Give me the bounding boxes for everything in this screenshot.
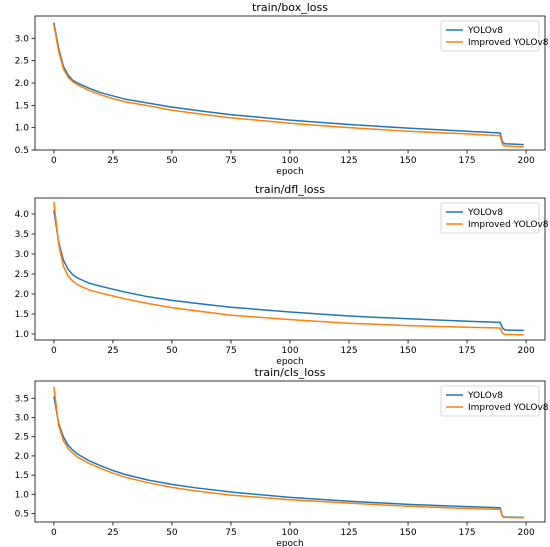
chart-title: train/cls_loss	[255, 366, 326, 379]
x-tick-label: 125	[340, 346, 357, 356]
y-tick-label: 2.0	[15, 452, 30, 462]
y-tick-label: 1.0	[15, 330, 30, 340]
x-tick-label: 125	[340, 156, 357, 166]
x-tick-label: 200	[518, 528, 535, 538]
x-tick-label: 75	[225, 346, 236, 356]
x-tick-label: 0	[51, 346, 57, 356]
y-tick-label: 1.5	[15, 101, 29, 111]
y-tick-label: 3.0	[15, 413, 30, 423]
x-tick-label: 150	[399, 346, 416, 356]
y-tick-label: 2.0	[15, 290, 30, 300]
x-tick-label: 25	[107, 528, 118, 538]
x-axis-label: epoch	[276, 539, 303, 547]
y-tick-label: 4.0	[15, 210, 30, 220]
legend-label: YOLOv8	[467, 391, 503, 401]
x-tick-label: 100	[281, 528, 298, 538]
series-line-improved-yolov8	[53, 201, 524, 336]
series-line-improved-yolov8	[53, 24, 524, 148]
x-tick-label: 200	[518, 156, 535, 166]
legend-box	[440, 202, 540, 234]
y-tick-label: 0.5	[15, 146, 29, 156]
legend-label: YOLOv8	[467, 26, 503, 36]
y-tick-label: 2.0	[15, 79, 30, 89]
legend-label: YOLOv8	[467, 208, 503, 218]
y-tick-label: 1.0	[15, 124, 30, 134]
legend: YOLOv8 Improved YOLOv8	[440, 385, 549, 417]
y-tick-label: 2.5	[15, 433, 29, 443]
x-tick-label: 175	[458, 528, 475, 538]
x-tick-label: 125	[340, 528, 357, 538]
x-tick-label: 50	[166, 528, 178, 538]
x-tick-label: 50	[166, 346, 178, 356]
y-tick-label: 0.5	[15, 510, 29, 520]
y-tick-label: 3.5	[15, 230, 29, 240]
x-tick-label: 175	[458, 346, 475, 356]
legend-box	[440, 385, 540, 417]
series-line-yolov8	[53, 396, 524, 519]
x-tick-label: 200	[518, 346, 535, 356]
y-tick-label: 3.5	[15, 394, 29, 404]
chart-title: train/box_loss	[252, 1, 328, 14]
legend-label: Improved YOLOv8	[468, 403, 549, 413]
x-tick-label: 175	[458, 156, 475, 166]
x-tick-label: 150	[399, 528, 416, 538]
series-line-yolov8	[53, 22, 524, 146]
x-tick-label: 25	[107, 346, 118, 356]
x-axis-label: epoch	[276, 357, 303, 367]
x-tick-label: 50	[166, 156, 178, 166]
x-axis-label: epoch	[276, 167, 303, 177]
legend-label: Improved YOLOv8	[468, 220, 549, 230]
x-tick-label: 100	[281, 346, 298, 356]
x-tick-label: 75	[225, 156, 236, 166]
chart-title: train/dfl_loss	[255, 183, 325, 196]
legend: YOLOv8 Improved YOLOv8	[440, 202, 549, 234]
legend: YOLOv8 Improved YOLOv8	[440, 20, 549, 52]
chart-panel-2: train/dfl_loss 0 25 50 75 100 125 150 175 200 epoc…	[15, 183, 549, 367]
y-tick-label: 1.5	[15, 471, 29, 481]
x-tick-label: 25	[107, 156, 118, 166]
y-tick-label: 1.0	[15, 490, 30, 500]
chart-panel-3: train/cls_loss 0 25 50 75 100 125 150 175 200 epoc…	[15, 366, 549, 547]
legend-label: Improved YOLOv8	[468, 38, 549, 48]
legend-box	[440, 20, 540, 52]
y-tick-label: 3.0	[15, 34, 30, 44]
y-tick-label: 1.5	[15, 310, 29, 320]
chart-panel-1: train/box_loss 0 25 50 75 100 125 150 175 200 epoc…	[15, 1, 549, 177]
x-tick-label: 150	[399, 156, 416, 166]
y-tick-label: 2.5	[15, 270, 29, 280]
x-tick-label: 0	[51, 156, 57, 166]
x-tick-label: 100	[281, 156, 298, 166]
y-tick-label: 3.0	[15, 250, 30, 260]
y-tick-label: 2.5	[15, 57, 29, 67]
x-tick-label: 75	[225, 528, 236, 538]
series-line-improved-yolov8	[53, 386, 524, 519]
series-line-yolov8	[53, 209, 524, 332]
x-tick-label: 0	[51, 528, 57, 538]
